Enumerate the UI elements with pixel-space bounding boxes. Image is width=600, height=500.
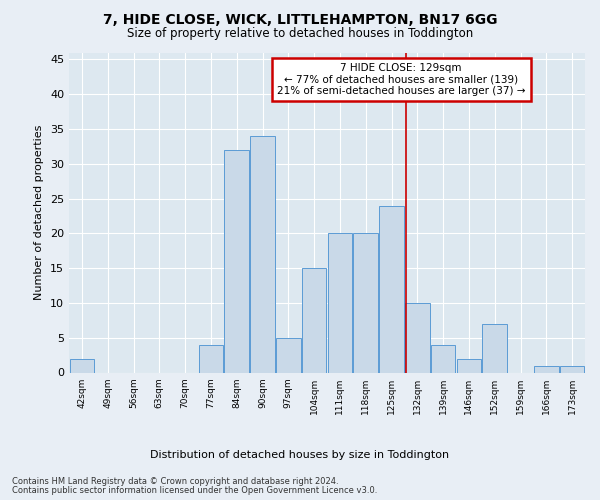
Text: 7 HIDE CLOSE: 129sqm
← 77% of detached houses are smaller (139)
21% of semi-deta: 7 HIDE CLOSE: 129sqm ← 77% of detached h…: [277, 63, 526, 96]
Bar: [70, 358, 94, 372]
Bar: [482, 324, 507, 372]
Y-axis label: Number of detached properties: Number of detached properties: [34, 125, 44, 300]
Bar: [534, 366, 559, 372]
Bar: [560, 366, 584, 372]
Bar: [224, 150, 249, 372]
Bar: [328, 234, 352, 372]
Bar: [199, 344, 223, 372]
Bar: [379, 206, 404, 372]
Text: 7, HIDE CLOSE, WICK, LITTLEHAMPTON, BN17 6GG: 7, HIDE CLOSE, WICK, LITTLEHAMPTON, BN17…: [103, 12, 497, 26]
Text: Contains public sector information licensed under the Open Government Licence v3: Contains public sector information licen…: [12, 486, 377, 495]
Bar: [250, 136, 275, 372]
Text: Size of property relative to detached houses in Toddington: Size of property relative to detached ho…: [127, 28, 473, 40]
Text: Distribution of detached houses by size in Toddington: Distribution of detached houses by size …: [151, 450, 449, 460]
Bar: [457, 358, 481, 372]
Text: Contains HM Land Registry data © Crown copyright and database right 2024.: Contains HM Land Registry data © Crown c…: [12, 477, 338, 486]
Bar: [276, 338, 301, 372]
Bar: [405, 303, 430, 372]
Bar: [431, 344, 455, 372]
Bar: [302, 268, 326, 372]
Bar: [353, 234, 378, 372]
